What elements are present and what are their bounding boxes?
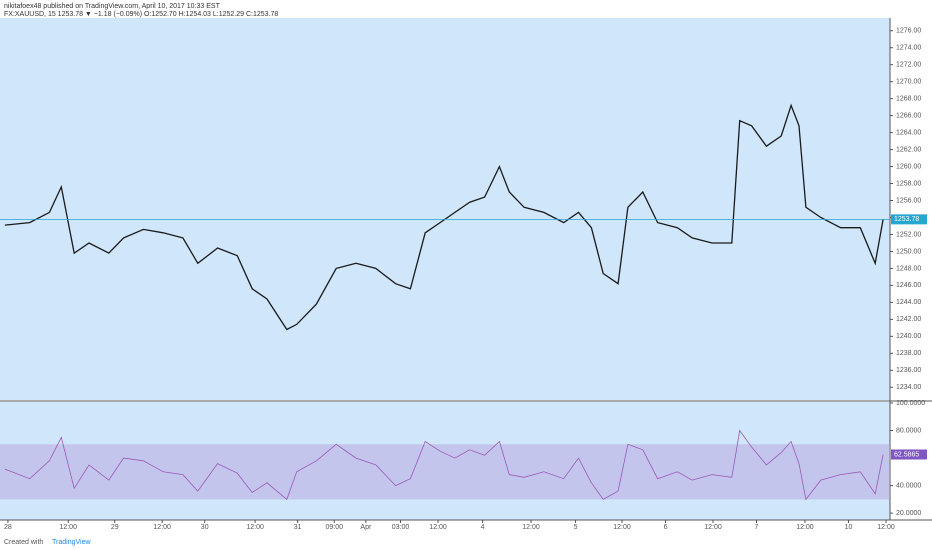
x-tick-label: 31 [294,524,302,531]
y-tick-label: 1268.00 [896,95,921,102]
y-tick-label: 1274.00 [896,45,921,52]
y-tick-label: 1250.00 [896,248,921,255]
y-tick-label: 1262.00 [896,146,921,153]
last-value-tag [891,449,927,460]
y-tick-label: 1246.00 [896,282,921,289]
x-tick-label: 12:00 [59,524,77,531]
last-value-label: 62.5865 [894,451,919,458]
x-tick-label: Apr [360,524,372,531]
y-tick-label: 1238.00 [896,350,921,357]
x-tick-label: 7 [755,524,759,531]
last-value-tag [891,214,927,225]
series-line [4,429,884,501]
y-tick-label: 1234.00 [896,384,921,391]
y-tick-label: 1242.00 [896,316,921,323]
x-tick-label: 12:00 [704,524,722,531]
y-tick-label: 1248.00 [896,265,921,272]
x-tick-label: 12:00 [613,524,631,531]
x-tick-label: 29 [111,524,119,531]
y-tick-label: 1236.00 [896,367,921,374]
y-tick-label: 1264.00 [896,129,921,136]
y-tick-label: 100.0000 [896,400,925,407]
footer-brand: TradingView [52,539,91,546]
series-line [4,103,884,331]
footer-created: Created with [4,539,43,546]
x-tick-label: 12:00 [153,524,171,531]
x-tick-label: 6 [664,524,668,531]
y-tick-label: 1240.00 [896,333,921,340]
y-tick-label: 1270.00 [896,79,921,86]
y-tick-label: 1252.00 [896,231,921,238]
x-tick-label: 10 [845,524,853,531]
x-tick-label: 28 [4,524,12,531]
x-tick-label: 30 [201,524,209,531]
last-value-label: 1253.78 [894,216,919,223]
x-tick-label: 12:00 [429,524,447,531]
x-tick-label: 12:00 [522,524,540,531]
y-tick-label: 1258.00 [896,180,921,187]
y-tick-label: 80.0000 [896,427,921,434]
y-tick-label: 40.0000 [896,482,921,489]
x-tick-label: 03:00 [392,524,410,531]
y-tick-label: 1272.00 [896,62,921,69]
x-tick-label: 12:00 [877,524,895,531]
rsi-pane [0,402,890,520]
publisher: nikitafoex48 published on TradingView.co… [4,3,221,10]
y-tick-label: 1244.00 [896,299,921,306]
y-tick-label: 1260.00 [896,163,921,170]
x-tick-label: 5 [574,524,578,531]
x-tick-label: 09:00 [325,524,343,531]
y-tick-label: 1276.00 [896,28,921,35]
x-tick-label: 4 [481,524,485,531]
price-pane [0,18,890,400]
symbol-line: FX:XAUUSD, 15 1253.78 ▼ −1.18 (−0.09%) O… [4,11,278,18]
x-tick-label: 12:00 [796,524,814,531]
y-tick-label: 1266.00 [896,112,921,119]
y-tick-label: 1256.00 [896,197,921,204]
y-tick-label: 20.0000 [896,510,921,517]
x-tick-label: 12:00 [246,524,264,531]
